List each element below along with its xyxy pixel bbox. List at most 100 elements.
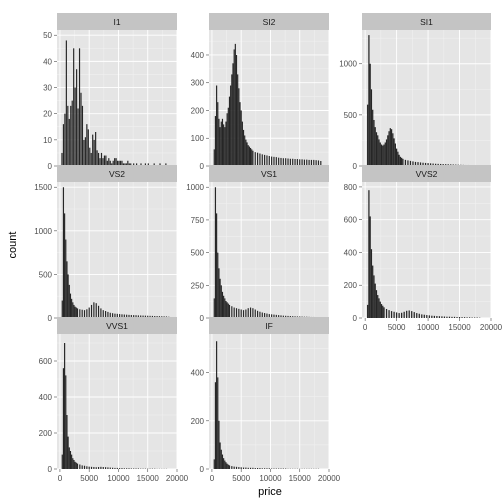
histogram-bar: [266, 468, 268, 469]
facet-strip: [362, 13, 491, 30]
histogram-bar: [74, 87, 76, 166]
histogram-bar: [75, 462, 77, 469]
histogram-bar: [377, 135, 379, 166]
histogram-bar: [240, 467, 242, 469]
histogram-bar: [214, 187, 217, 318]
histogram-bar: [72, 458, 74, 469]
x-tick-label: 5000: [232, 474, 250, 483]
histogram-bar: [217, 252, 219, 318]
histogram-bar: [247, 308, 249, 318]
histogram-bar: [264, 468, 266, 469]
histogram-bar: [292, 158, 294, 166]
y-tick-label: 200: [344, 281, 358, 290]
histogram-bar: [461, 317, 463, 318]
facet-strip: [209, 13, 329, 30]
histogram-bar: [259, 468, 261, 469]
histogram-bar: [218, 268, 220, 318]
histogram-bar: [214, 382, 217, 469]
histogram-bar: [219, 442, 221, 469]
histogram-bar: [92, 134, 94, 166]
x-axis-title: price: [258, 486, 282, 498]
histogram-bar: [429, 163, 432, 166]
facet-strip-label: SI2: [263, 17, 276, 27]
y-tick-label: 0: [353, 162, 358, 171]
histogram-bar: [438, 316, 441, 318]
histogram-bar: [95, 303, 97, 318]
histogram-bar: [213, 459, 215, 469]
panel-background: [209, 334, 329, 469]
histogram-bar: [223, 295, 225, 318]
histogram-bar: [74, 461, 76, 469]
histogram-bar: [228, 96, 231, 166]
histogram-bar: [83, 139, 85, 166]
histogram-bar: [380, 304, 383, 318]
histogram-bar: [61, 152, 63, 166]
histogram-bar: [273, 156, 275, 166]
histogram-bar: [252, 150, 254, 166]
histogram-bar: [416, 313, 418, 318]
x-tick-label: 0: [58, 474, 63, 483]
y-tick-label: 20: [43, 110, 52, 119]
histogram-bar: [225, 462, 227, 469]
histogram-bar: [261, 312, 263, 318]
histogram-bar: [436, 316, 438, 318]
histogram-bar: [81, 465, 83, 469]
histogram-bar: [109, 160, 111, 166]
histogram-bar: [93, 467, 95, 469]
histogram-bar: [245, 139, 247, 166]
histogram-bar: [374, 283, 376, 318]
histogram-bar: [310, 159, 313, 166]
y-tick-label: 1000: [186, 183, 204, 192]
histogram-bar: [412, 161, 414, 166]
histogram-bar: [264, 154, 266, 166]
histogram-bar: [100, 466, 102, 469]
histogram-bar: [373, 275, 375, 318]
histogram-bar: [142, 315, 144, 318]
x-tick-label: 5000: [388, 323, 406, 332]
histogram-bar: [64, 113, 66, 166]
histogram-bar: [254, 468, 256, 469]
histogram-bar: [261, 468, 263, 469]
histogram-bar: [70, 105, 72, 166]
histogram-bar: [219, 127, 221, 166]
histogram-bar: [271, 314, 273, 318]
histogram-bar: [271, 156, 273, 166]
histogram-bar: [377, 295, 379, 318]
y-tick-label: 1000: [34, 227, 52, 236]
y-tick-label: 200: [191, 417, 205, 426]
histogram-bar: [301, 159, 303, 166]
histogram-bar: [153, 163, 155, 166]
histogram-bar: [257, 310, 259, 318]
histogram-bar: [221, 454, 224, 469]
histogram-bar: [95, 132, 97, 166]
histogram-bar: [73, 304, 75, 318]
histogram-bar: [154, 315, 156, 318]
histogram-bar: [285, 315, 287, 318]
histogram-bar: [397, 151, 399, 166]
facet-strip: [209, 317, 329, 334]
histogram-bar: [76, 69, 78, 166]
histogram-bar: [251, 149, 253, 166]
histogram-bar: [453, 316, 456, 318]
histogram-bar: [370, 249, 373, 318]
y-tick-label: 0: [48, 162, 53, 171]
histogram-bar: [126, 314, 128, 318]
histogram-bar: [287, 158, 289, 166]
histogram-bar: [278, 157, 280, 166]
y-tick-label: 250: [191, 281, 205, 290]
histogram-bar: [225, 301, 227, 318]
facet-strip-label: IF: [265, 321, 273, 331]
histogram-bar: [227, 464, 229, 469]
y-tick-label: 400: [191, 51, 205, 60]
histogram-bar: [90, 152, 92, 166]
histogram-bar: [278, 315, 280, 318]
histogram-bar: [108, 158, 110, 166]
histogram-bar: [84, 137, 86, 166]
histogram-bar: [228, 465, 231, 469]
facet-strip: [57, 165, 177, 182]
y-tick-label: 100: [191, 134, 205, 143]
histogram-bar: [74, 306, 76, 318]
histogram-bar: [81, 309, 83, 318]
histogram-bar: [423, 314, 425, 318]
panel-background: [362, 30, 491, 166]
